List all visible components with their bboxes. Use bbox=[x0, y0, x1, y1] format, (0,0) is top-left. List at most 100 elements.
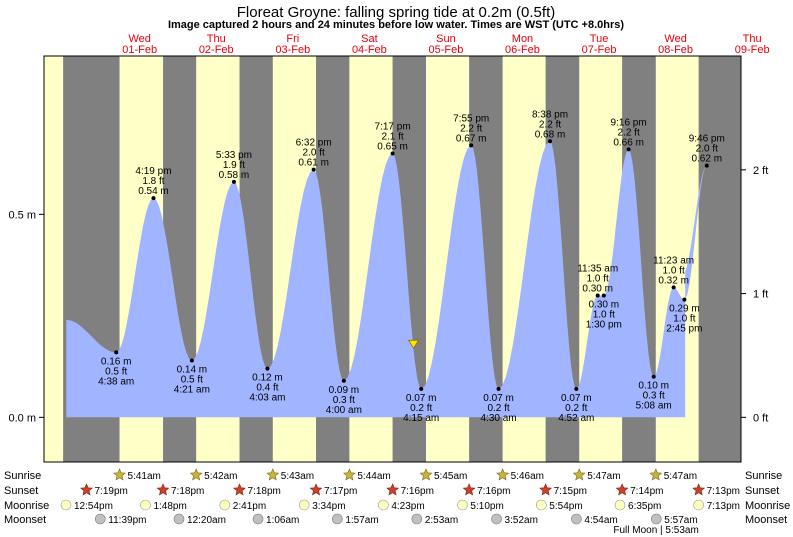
day-name-label: Wed bbox=[128, 33, 150, 45]
high-tide-label: 0.65 m bbox=[377, 141, 408, 152]
row-event-time: 7:13pm bbox=[707, 501, 740, 512]
tide-extreme-point bbox=[341, 378, 346, 383]
sunset-icon bbox=[80, 483, 93, 496]
low-tide-label: 1.0 ft bbox=[673, 314, 695, 325]
tide-extreme-point bbox=[265, 366, 270, 371]
row-event-time: 3:34pm bbox=[312, 501, 345, 512]
row-event-time: 12:54pm bbox=[74, 501, 113, 512]
row-label-left: Moonset bbox=[4, 514, 46, 526]
row-event-time: 5:46am bbox=[511, 471, 544, 482]
high-tide-label: 5:33 pm bbox=[216, 150, 252, 161]
tide-extreme-point bbox=[601, 293, 606, 298]
plot-frame bbox=[43, 55, 742, 463]
right-axis-tick-label: 2 ft bbox=[753, 165, 768, 177]
row-label-right: Sunrise bbox=[745, 470, 782, 482]
tide-extreme-point bbox=[151, 196, 156, 201]
moonrise-icon bbox=[378, 499, 389, 511]
low-tide-label: 0.2 ft bbox=[565, 403, 587, 414]
high-tide-label: 6:32 pm bbox=[296, 138, 332, 149]
row-event-time: 5:41am bbox=[128, 471, 161, 482]
row-event-time: 7:18pm bbox=[171, 486, 204, 497]
day-name-label: Sun bbox=[436, 33, 456, 45]
high-tide-label: 11:23 am bbox=[653, 255, 694, 266]
high-tide-label: 1.0 ft bbox=[663, 265, 685, 276]
high-tide-label: 0.67 m bbox=[456, 133, 487, 144]
row-event-time: 7:17pm bbox=[324, 486, 357, 497]
low-tide-label: 0.07 m bbox=[406, 393, 437, 404]
tide-extreme-point bbox=[595, 293, 600, 298]
row-label-left: Moonrise bbox=[4, 500, 49, 512]
row-event-time: 5:47am bbox=[664, 471, 697, 482]
tide-extreme-point bbox=[704, 163, 709, 168]
tide-extreme-point bbox=[626, 147, 631, 152]
low-tide-label: 1.0 ft bbox=[593, 310, 615, 321]
sunrise-icon bbox=[496, 468, 510, 481]
low-tide-label: 0.29 m bbox=[669, 304, 700, 315]
moonset-icon bbox=[173, 513, 185, 525]
low-tide-label: 4:52 am bbox=[558, 413, 594, 424]
high-tide-label: 0.32 m bbox=[658, 275, 689, 286]
sunset-icon bbox=[692, 483, 706, 496]
row-event-time: 7:15pm bbox=[554, 486, 587, 497]
row-event-time: 5:44am bbox=[357, 471, 390, 482]
low-tide-label: 0.5 ft bbox=[105, 366, 127, 377]
row-event-time: 7:16pm bbox=[477, 486, 510, 497]
right-axis-tick-label: 0 ft bbox=[753, 412, 768, 424]
tide-labels: 0.16 m0.5 ft4:38 am4:19 pm1.8 ft0.54 m0.… bbox=[98, 109, 725, 424]
high-tide-label: 0.58 m bbox=[219, 170, 250, 181]
row-event-time: 5:42am bbox=[204, 471, 237, 482]
high-tide-label: 0.66 m bbox=[613, 137, 644, 148]
tide-extreme-point bbox=[311, 167, 316, 172]
low-tide-label: 4:21 am bbox=[174, 385, 210, 396]
row-event-time: 6:35pm bbox=[628, 501, 661, 512]
day-date-label: 04-Feb bbox=[352, 44, 387, 56]
moonrise-icon bbox=[140, 499, 151, 511]
day-date-label: 06-Feb bbox=[505, 44, 540, 56]
high-tide-label: 1.8 ft bbox=[142, 176, 164, 187]
sunset-icon bbox=[539, 483, 553, 496]
high-tide-label: 2.2 ft bbox=[539, 119, 561, 130]
moonrise-icon bbox=[60, 499, 72, 511]
chart-subtitle: Image captured 2 hours and 24 minutes be… bbox=[168, 19, 624, 31]
row-event-time: 7:18pm bbox=[248, 486, 281, 497]
moonset-icon bbox=[252, 513, 264, 525]
high-tide-label: 0.30 m bbox=[582, 284, 613, 295]
tide-area bbox=[66, 141, 707, 418]
sunrise-icon bbox=[572, 468, 586, 481]
low-tide-label: 0.09 m bbox=[329, 385, 360, 396]
day-name-label: Mon bbox=[512, 33, 533, 45]
row-event-time: 2:41pm bbox=[233, 501, 266, 512]
day-name-label: Thu bbox=[743, 33, 762, 45]
sunset-icon bbox=[615, 483, 629, 496]
day-date-label: 09-Feb bbox=[735, 44, 770, 56]
high-tide-label: 0.62 m bbox=[691, 154, 722, 165]
high-tide-label: 2.0 ft bbox=[696, 144, 718, 155]
row-event-time: 4:54am bbox=[584, 515, 617, 526]
day-date-label: 03-Feb bbox=[275, 44, 310, 56]
moonrise-icon bbox=[298, 499, 310, 511]
row-event-time: 3:52am bbox=[505, 515, 538, 526]
sunset-icon bbox=[156, 483, 170, 496]
sunset-icon bbox=[462, 483, 476, 496]
low-tide-label: 0.3 ft bbox=[643, 391, 665, 402]
low-tide-label: 4:00 am bbox=[326, 405, 362, 416]
row-label-right: Moonset bbox=[745, 514, 787, 526]
low-tide-label: 4:15 am bbox=[403, 413, 439, 424]
high-tide-label: 2.2 ft bbox=[617, 127, 639, 138]
low-tide-label: 0.2 ft bbox=[410, 403, 432, 414]
high-tide-label: 2.2 ft bbox=[460, 123, 482, 134]
sunset-icon bbox=[309, 483, 323, 496]
moonrise-icon bbox=[693, 499, 704, 511]
tide-extreme-point bbox=[114, 350, 119, 355]
day-labels: Wed01-FebThu02-FebFri03-FebSat04-FebSun0… bbox=[122, 33, 769, 56]
moonrise-icon bbox=[219, 499, 231, 511]
low-tide-label: 0.07 m bbox=[561, 393, 592, 404]
left-axis-tick-label: 0.5 m bbox=[8, 209, 36, 221]
high-tide-label: 1.0 ft bbox=[587, 274, 609, 285]
row-event-time: 5:54pm bbox=[549, 501, 582, 512]
low-tide-label: 0.2 ft bbox=[487, 403, 509, 414]
left-axis-tick-label: 0.0 m bbox=[8, 412, 36, 424]
row-event-time: 12:20am bbox=[187, 515, 226, 526]
high-tide-label: 2.1 ft bbox=[381, 131, 403, 142]
low-tide-label: 0.4 ft bbox=[256, 383, 278, 394]
